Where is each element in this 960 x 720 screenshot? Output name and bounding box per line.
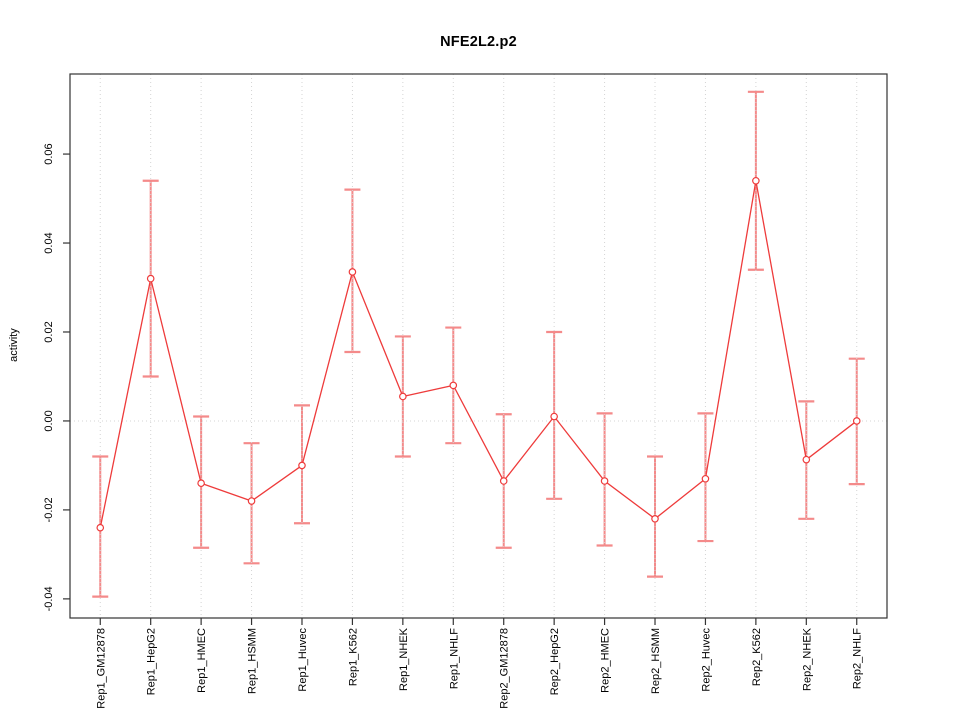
data-point <box>96 523 105 532</box>
x-tick-label: Rep2_NHLF <box>852 628 864 689</box>
x-tick-label: Rep1_K562 <box>347 628 359 686</box>
data-point <box>247 497 256 505</box>
y-tick-label: 0.00 <box>43 410 55 431</box>
data-point <box>146 274 155 283</box>
chart-title: NFE2L2.p2 <box>440 34 517 50</box>
data-points <box>96 176 861 532</box>
data-point <box>348 268 357 276</box>
data-point <box>802 455 811 464</box>
data-point <box>499 477 508 485</box>
x-tick-label: Rep1_HepG2 <box>146 628 158 695</box>
x-tick-label: Rep1_GM12878 <box>95 628 107 709</box>
data-point <box>752 176 760 185</box>
data-point <box>550 412 558 421</box>
data-point <box>600 477 609 485</box>
x-tick-label: Rep1_HMEC <box>196 628 208 693</box>
x-tick-label: Rep2_HMEC <box>600 628 612 693</box>
y-tick-label: 0.04 <box>43 232 55 253</box>
gridlines <box>70 74 887 618</box>
error-bars <box>92 90 865 598</box>
x-tick-label: Rep2_HSMM <box>650 628 662 694</box>
axes: -0.04 -0.02 0.00 0.02 0.04 0.06 Rep1_GM12878 Re… <box>43 73 888 709</box>
y-tick-label: 0.02 <box>43 321 55 342</box>
x-tick-label: Rep1_Huvec <box>297 628 309 692</box>
x-tick-label: Rep2_K562 <box>751 628 763 686</box>
data-point <box>852 417 861 425</box>
series-line <box>99 180 858 528</box>
data-point <box>298 461 306 470</box>
x-tick-label: Rep2_GM12878 <box>499 628 511 709</box>
data-point <box>399 392 407 401</box>
plot-box <box>69 73 888 619</box>
data-point <box>651 515 659 523</box>
x-tick-label: Rep1_HSMM <box>247 628 259 694</box>
data-point <box>701 474 710 483</box>
x-tick-label: Rep1_NHEK <box>398 627 410 691</box>
y-tick-label: -0.02 <box>43 497 55 522</box>
x-tick-label: Rep1_NHLF <box>448 628 460 689</box>
x-tick-label: Rep2_NHEK <box>801 627 813 691</box>
y-tick-label: -0.04 <box>43 586 55 611</box>
y-tick-label: 0.06 <box>43 143 55 164</box>
data-point <box>197 479 205 488</box>
x-tick-label: Rep2_HepG2 <box>549 628 561 695</box>
data-point <box>449 381 458 390</box>
x-tick-label: Rep2_Huvec <box>700 628 712 692</box>
